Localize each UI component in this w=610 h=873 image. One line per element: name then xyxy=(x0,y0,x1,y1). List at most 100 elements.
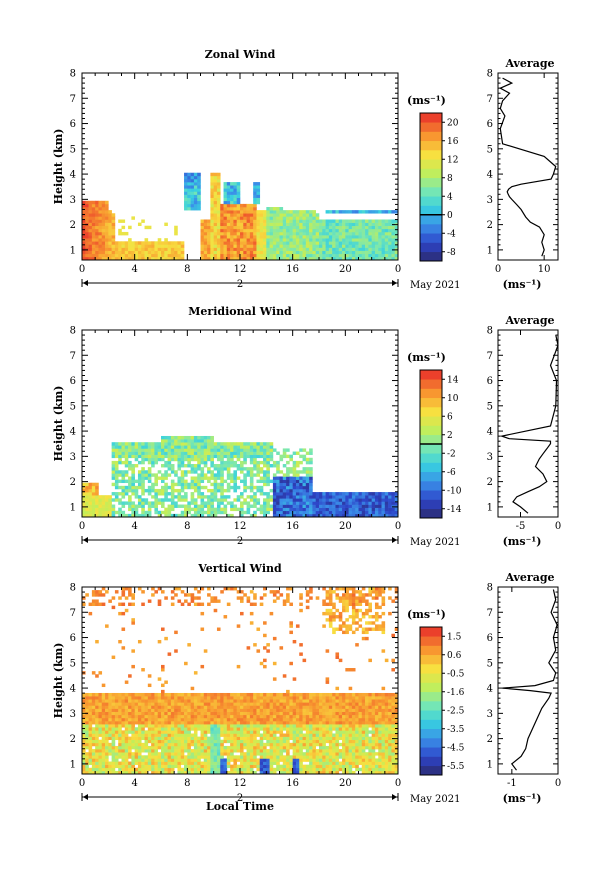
heatmap-cell xyxy=(371,228,376,233)
heatmap-cell xyxy=(216,758,221,762)
heatmap-cell xyxy=(388,504,392,508)
heatmap-cell xyxy=(82,482,86,487)
heatmap-cell xyxy=(338,222,343,227)
heatmap-cell xyxy=(240,755,244,759)
heatmap-cell xyxy=(91,590,96,594)
heatmap-cell xyxy=(240,203,244,208)
heatmap-cell xyxy=(147,488,152,493)
heatmap-cell xyxy=(131,696,135,700)
x-tick-label: 0 xyxy=(79,264,85,275)
heatmap-cell xyxy=(167,448,172,452)
heatmap-cell xyxy=(302,241,307,245)
heatmap-cell xyxy=(253,736,257,741)
heatmap-cell xyxy=(114,470,119,474)
heatmap-cell xyxy=(315,238,320,242)
heatmap-cell xyxy=(312,216,317,220)
heatmap-cell xyxy=(193,188,198,192)
heatmap-cell xyxy=(141,219,145,223)
heatmap-cell xyxy=(216,238,221,242)
heatmap-cell xyxy=(108,727,112,731)
heatmap-cell xyxy=(216,207,221,211)
heatmap-cell xyxy=(105,203,109,208)
heatmap-cell xyxy=(292,213,297,217)
heatmap-cell xyxy=(230,758,234,762)
heatmap-cell xyxy=(167,761,172,765)
heatmap-cell xyxy=(220,733,224,737)
heatmap-cell xyxy=(309,460,313,465)
heatmap-cell xyxy=(220,492,224,496)
heatmap-cell xyxy=(266,492,270,496)
heatmap-cell xyxy=(384,235,389,239)
heatmap-cell xyxy=(190,498,195,502)
heatmap-cell xyxy=(134,727,139,731)
heatmap-cell xyxy=(305,501,310,505)
heatmap-cell xyxy=(190,717,195,722)
heatmap-cell xyxy=(124,501,129,505)
heatmap-cell xyxy=(269,758,274,762)
heatmap-cell xyxy=(118,231,122,236)
heatmap-cell xyxy=(124,596,129,600)
heatmap-cell xyxy=(249,228,254,233)
heatmap-cell xyxy=(128,764,132,769)
heatmap-cell xyxy=(207,770,211,775)
heatmap-cell xyxy=(137,714,142,719)
heatmap-cell xyxy=(286,216,290,220)
heatmap-cell xyxy=(170,755,175,759)
heatmap-cell xyxy=(263,235,267,239)
heatmap-cell xyxy=(187,507,191,512)
heatmap-cell xyxy=(358,231,363,236)
month-label: May 2021 xyxy=(410,280,460,291)
heatmap-cell xyxy=(319,219,323,223)
heatmap-cell xyxy=(259,714,264,719)
heatmap-cell xyxy=(82,714,86,719)
heatmap-cell xyxy=(141,504,145,508)
heatmap-cell xyxy=(213,479,218,484)
heatmap-cell xyxy=(236,696,241,700)
heatmap-cell xyxy=(85,755,89,759)
heatmap-cell xyxy=(365,513,369,518)
heatmap-cell xyxy=(101,256,106,261)
heatmap-cell xyxy=(88,513,93,518)
heatmap-cell xyxy=(384,253,389,258)
heatmap-cell xyxy=(351,504,356,508)
average-y-tick-label: 4 xyxy=(487,170,493,181)
heatmap-cell xyxy=(154,730,159,734)
heatmap-cell xyxy=(243,231,247,236)
heatmap-cell xyxy=(105,213,109,217)
heatmap-cell xyxy=(184,448,188,452)
heatmap-cell xyxy=(91,207,96,211)
heatmap-cell xyxy=(190,733,195,737)
heatmap-cell xyxy=(394,507,399,512)
heatmap-cell xyxy=(332,210,336,214)
heatmap-cell xyxy=(240,764,244,769)
heatmap-cell xyxy=(114,714,119,719)
heatmap-cell xyxy=(203,457,208,462)
heatmap-cell xyxy=(266,482,270,487)
heatmap-cell xyxy=(220,702,224,706)
heatmap-cell xyxy=(174,630,178,635)
heatmap-cell xyxy=(180,498,185,502)
heatmap-cell xyxy=(210,228,214,233)
heatmap-cell xyxy=(193,482,198,487)
heatmap-cell xyxy=(180,435,185,440)
heatmap-cell xyxy=(167,247,172,251)
heatmap-cell xyxy=(233,191,238,195)
heatmap-cell xyxy=(256,470,261,474)
heatmap-cell xyxy=(101,495,106,499)
heatmap-cell xyxy=(200,247,205,251)
heatmap-cell xyxy=(167,752,172,756)
heatmap-cell xyxy=(98,770,103,775)
heatmap-cell xyxy=(147,599,152,603)
heatmap-cell xyxy=(144,724,149,728)
heatmap-cell xyxy=(213,200,218,205)
heatmap-cell xyxy=(114,244,119,248)
heatmap-cell xyxy=(332,498,336,502)
heatmap-cell xyxy=(157,724,162,728)
heatmap-cell xyxy=(259,451,264,455)
heatmap-cell xyxy=(279,213,284,217)
heatmap-cell xyxy=(226,247,231,251)
heatmap-cell xyxy=(151,770,155,775)
heatmap-cell xyxy=(193,764,198,769)
heatmap-cell xyxy=(309,485,313,490)
heatmap-cell xyxy=(187,739,191,744)
